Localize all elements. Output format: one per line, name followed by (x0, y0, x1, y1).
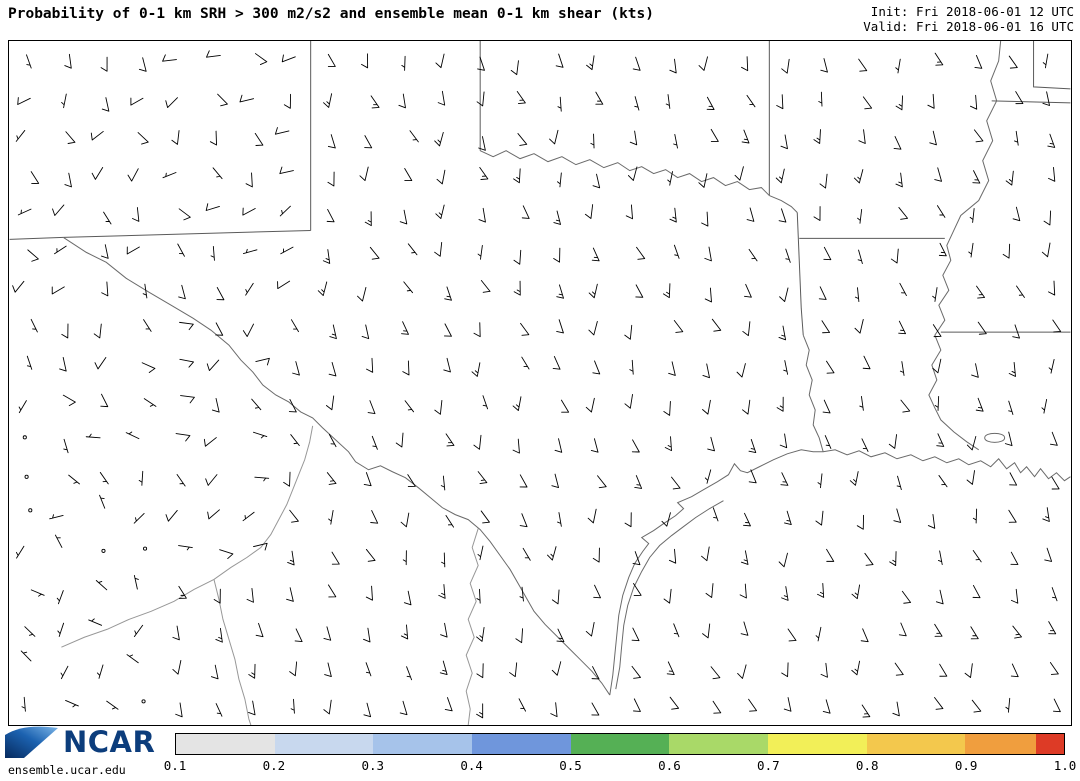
site-url: ensemble.ucar.edu (8, 763, 126, 777)
colorbar-segment (1036, 734, 1065, 754)
ncar-swoosh-icon (5, 726, 58, 758)
colorbar-tick-label: 0.6 (658, 758, 681, 773)
colorbar-segment (669, 734, 769, 754)
probability-colorbar (175, 733, 1065, 755)
boundary-ms-tn-border (991, 100, 1071, 104)
page-title: Probability of 0-1 km SRH > 300 m2/s2 an… (8, 6, 655, 22)
ncar-logo-text: NCAR (63, 725, 156, 759)
boundary-lake-pontchartrain (984, 432, 1006, 443)
colorbar-segment (373, 734, 473, 754)
colorbar-segment (768, 734, 867, 754)
wind-barbs (12, 50, 1062, 719)
state-boundaries (9, 41, 1071, 725)
colorbar-segment (274, 734, 374, 754)
boundary-gulf-coast (609, 449, 1071, 696)
colorbar-tick-label: 0.3 (361, 758, 385, 773)
boundary-nm-tx-south (63, 229, 311, 238)
colorbar-tick-label: 0.2 (262, 758, 286, 773)
boundary-red-river-ar (769, 195, 798, 213)
valid-time: Valid: Fri 2018-06-01 16 UTC (863, 19, 1074, 34)
colorbar-tick-label: 0.7 (757, 758, 780, 773)
boundary-mo-bootheel (1033, 41, 1071, 90)
boundary-barrier-islands (615, 500, 724, 690)
boundary-tx-east-border (796, 212, 804, 336)
calm-wind-marker (24, 474, 29, 479)
calm-wind-marker (143, 546, 148, 551)
colorbar-segment (866, 734, 966, 754)
colorbar-tick-label: 0.8 (855, 758, 879, 773)
colorbar-tick-label: 1.0 (1053, 758, 1077, 773)
calm-wind-marker (141, 699, 146, 704)
calm-wind-marker (28, 508, 33, 513)
init-time: Init: Fri 2018-06-01 12 UTC (870, 4, 1074, 19)
calm-wind-marker (22, 435, 27, 440)
colorbar-segment (965, 734, 1037, 754)
boundary-mx-border-c (465, 528, 479, 725)
colorbar-tick-label: 0.1 (163, 758, 187, 773)
calm-wind-marker (101, 548, 106, 553)
boundary-nm-mx-west (9, 236, 64, 240)
colorbar-segment (472, 734, 571, 754)
colorbar-tick-label: 0.5 (559, 758, 582, 773)
boundary-mx-border-b (213, 579, 252, 725)
colorbar-tick-labels: 0.1 0.2 0.3 0.4 0.5 0.6 0.7 0.8 0.9 1.0 (164, 758, 1077, 774)
colorbar-tick-label: 0.9 (954, 758, 978, 773)
forecast-map (8, 40, 1072, 726)
boundary-sabine-river (802, 334, 824, 452)
wind-barb-field (12, 50, 1062, 719)
boundary-mississippi-river (928, 41, 1002, 451)
boundary-rio-grande (63, 237, 611, 696)
colorbar-segment (176, 734, 275, 754)
colorbar-segment (570, 734, 670, 754)
ncar-logo: NCAR (4, 725, 155, 759)
colorbar-tick-label: 0.4 (460, 758, 483, 773)
run-times: Init: Fri 2018-06-01 12 UTC Valid: Fri 2… (863, 4, 1074, 34)
boundary-mx-border-a (61, 425, 314, 648)
map-canvas (9, 41, 1071, 725)
boundary-red-river (479, 150, 770, 196)
